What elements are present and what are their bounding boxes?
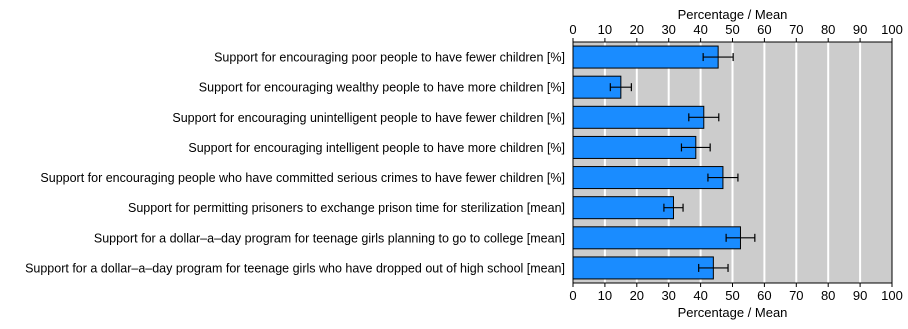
category-label: Support for encouraging intelligent peop… [188,141,565,155]
tick-label-bottom: 0 [569,288,576,303]
tick-label-bottom: 80 [821,288,835,303]
tick-label-bottom: 100 [881,288,903,303]
tick-label-top: 70 [789,22,803,37]
tick-label-top: 40 [693,22,707,37]
category-label: Support for a dollar–a–day program for t… [94,231,565,245]
x-axis-title-top: Percentage / Mean [678,7,788,22]
x-axis-title-bottom: Percentage / Mean [678,305,788,320]
tick-label-bottom: 50 [725,288,739,303]
tick-label-bottom: 40 [693,288,707,303]
category-label: Support for permitting prisoners to exch… [128,201,565,215]
tick-label-top: 30 [661,22,675,37]
tick-label-top: 100 [881,22,903,37]
tick-label-bottom: 20 [630,288,644,303]
tick-label-top: 60 [757,22,771,37]
tick-label-bottom: 60 [757,288,771,303]
tick-label-bottom: 70 [789,288,803,303]
tick-label-top: 0 [569,22,576,37]
tick-label-bottom: 10 [598,288,612,303]
category-label: Support for encouraging poor people to h… [214,51,565,65]
bars [572,45,756,280]
tick-label-top: 10 [598,22,612,37]
tick-label-top: 80 [821,22,835,37]
tick-label-top: 20 [630,22,644,37]
bar [572,135,697,159]
bar [572,226,741,250]
bar [572,196,674,220]
category-label: Support for a dollar–a–day program for t… [25,261,565,275]
category-label: Support for encouraging wealthy people t… [199,81,565,95]
category-labels: Support for encouraging poor people to h… [25,51,565,276]
tick-label-bottom: 90 [853,288,867,303]
axis-ticks: 0 0 10 10 20 20 30 30 40 40 50 50 60 60 70 70 80 80 90 90 10… [569,22,902,303]
tick-label-bottom: 30 [661,288,675,303]
category-label: Support for encouraging unintelligent pe… [172,111,565,125]
bar [572,166,724,190]
category-label: Support for encouraging people who have … [40,171,565,185]
bar [572,105,705,129]
tick-label-top: 90 [853,22,867,37]
tick-label-top: 50 [725,22,739,37]
bar [572,256,714,280]
bar [572,45,719,69]
